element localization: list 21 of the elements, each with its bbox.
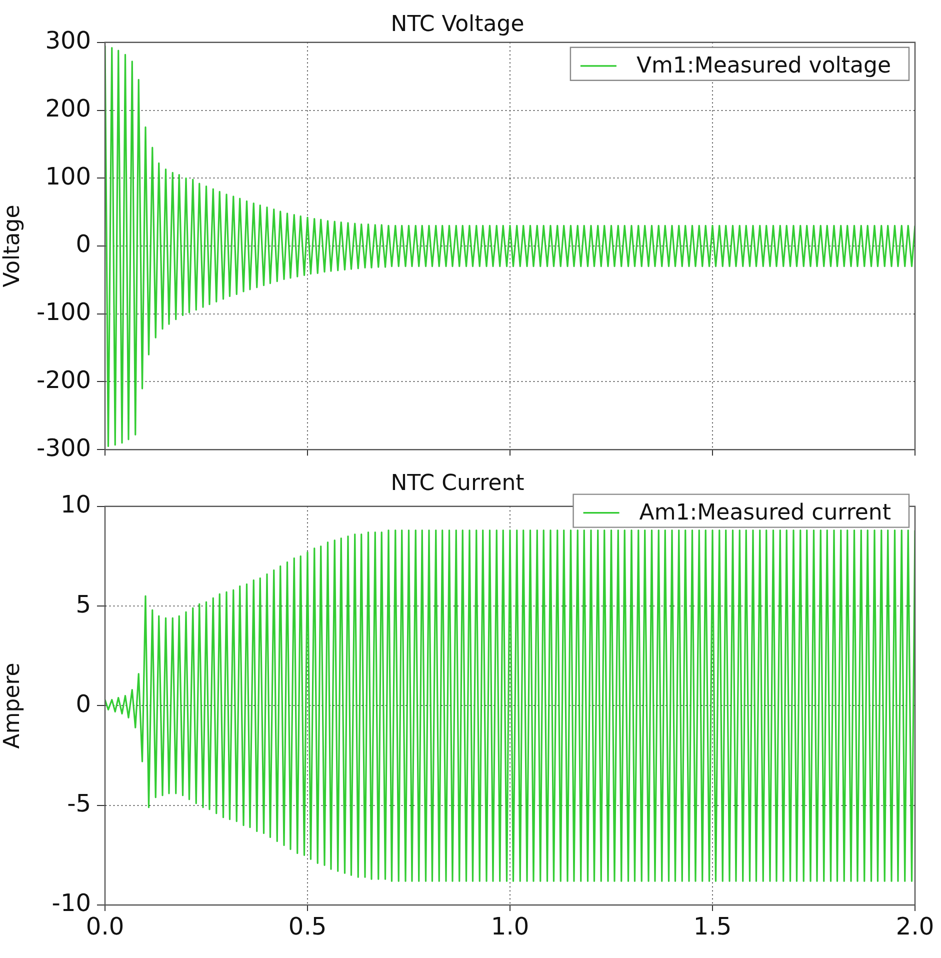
x-tick-label: 2.0 (896, 912, 934, 941)
x-tick-label: 1.5 (693, 912, 732, 941)
chart-title: NTC Current (390, 470, 525, 496)
y-tick-label: 300 (45, 26, 91, 55)
y-tick-label: -5 (67, 790, 91, 818)
y-axis-title: Ampere (0, 662, 25, 749)
x-tick-label: 1.0 (490, 912, 530, 941)
y-tick-label: 0 (76, 230, 91, 258)
y-tick-label: -100 (36, 298, 91, 326)
y-tick-label: -200 (36, 366, 91, 394)
chart-title: NTC Voltage (390, 12, 524, 37)
y-tick-label: 200 (45, 94, 91, 122)
y-axis-title: Voltage (0, 204, 25, 288)
x-tick-label: 0.5 (288, 912, 327, 941)
y-tick-label: 100 (45, 162, 91, 190)
y-tick-label: 0 (76, 690, 91, 718)
legend-label: Am1:Measured current (639, 500, 892, 526)
y-tick-label: 5 (76, 590, 91, 618)
legend-label: Vm1:Measured voltage (636, 54, 891, 79)
y-tick-label: -300 (36, 434, 91, 462)
y-tick-label: 10 (60, 490, 91, 519)
